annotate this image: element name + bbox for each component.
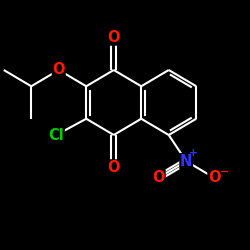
Text: −: − [220,167,229,177]
Text: +: + [189,148,198,158]
Text: O: O [108,160,120,175]
Text: N: N [180,154,192,169]
Text: Cl: Cl [48,128,64,142]
Text: O: O [108,30,120,45]
Text: O: O [152,170,165,185]
Text: O: O [52,62,65,78]
Text: O: O [208,170,220,185]
